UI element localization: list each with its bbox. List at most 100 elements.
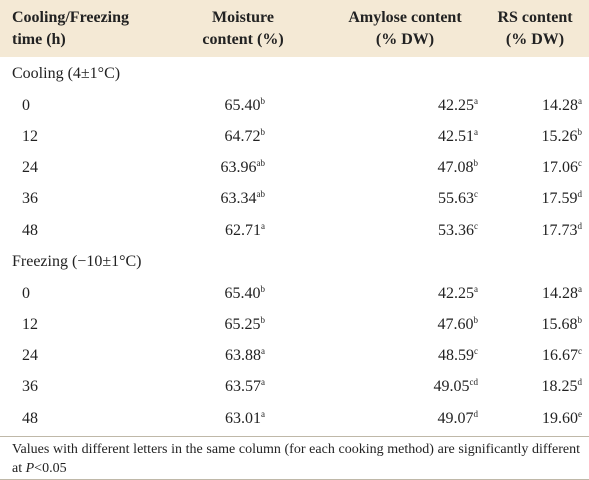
value: 19.60 — [542, 409, 578, 427]
value: 55.63 — [438, 190, 474, 208]
value-cell: 42.25a — [438, 284, 478, 303]
footnote-end: <0.05 — [34, 461, 67, 476]
value-cell: 63.01a — [225, 409, 265, 428]
value-cell: 48.59c — [438, 346, 478, 365]
time-cell: 12 — [22, 127, 38, 145]
significance-letter: a — [474, 95, 478, 106]
significance-letter: a — [578, 283, 582, 294]
significance-letter: b — [260, 283, 266, 294]
time-cell: 0 — [22, 96, 30, 114]
value: 65.25 — [224, 315, 261, 333]
footnote-text: Values with different letters in the sam… — [12, 442, 580, 476]
significance-letter: a — [261, 408, 265, 419]
significance-letter: ab — [256, 189, 266, 200]
value: 63.34 — [220, 190, 257, 208]
value-cell: 63.57a — [225, 377, 265, 396]
header-cell: Amylose content — [348, 9, 462, 26]
value-cell: 19.60e — [542, 409, 582, 428]
header-cell: (% DW) — [505, 31, 565, 48]
value-cell: 49.07d — [438, 409, 479, 428]
header-cell: content (%) — [202, 31, 284, 48]
value-cell: 17.59d — [542, 189, 583, 208]
value-cell: 47.08b — [438, 158, 479, 177]
section-title: Cooling (4±1°C) — [12, 65, 121, 82]
value: 63.01 — [225, 409, 261, 427]
value: 49.07 — [437, 409, 474, 427]
time-cell: 12 — [22, 315, 38, 333]
value: 17.59 — [541, 190, 578, 208]
value: 47.60 — [437, 315, 474, 333]
significance-letter: b — [473, 314, 479, 325]
value: 62.71 — [225, 221, 261, 239]
significance-letter: b — [577, 314, 583, 325]
time-cell: 0 — [22, 284, 30, 302]
value: 63.57 — [225, 378, 261, 396]
header-cell: Moisture — [212, 9, 274, 26]
value-cell: 18.25d — [542, 377, 583, 396]
value: 53.36 — [438, 221, 474, 239]
significance-letter: a — [261, 220, 265, 231]
significance-letter: d — [577, 220, 583, 231]
value-cell: 63.34ab — [221, 189, 266, 208]
time-cell: 36 — [22, 378, 38, 396]
time-cell: 24 — [22, 347, 38, 365]
value-cell: 16.67c — [542, 346, 582, 365]
value: 14.28 — [542, 284, 578, 302]
time-cell: 48 — [22, 409, 38, 427]
value: 64.72 — [224, 127, 261, 145]
header-band — [0, 0, 589, 57]
significance-letter: b — [577, 126, 583, 137]
significance-letter: d — [473, 408, 479, 419]
value: 15.26 — [541, 127, 578, 145]
value: 63.96 — [220, 159, 257, 177]
value-cell: 15.68b — [542, 315, 583, 334]
time-cell: 24 — [22, 159, 38, 177]
significance-letter: ab — [256, 158, 266, 169]
value-cell: 62.71a — [225, 221, 265, 240]
value-cell: 65.40b — [225, 96, 266, 115]
value-cell: 49.05cd — [434, 377, 479, 396]
value-cell: 53.36c — [438, 221, 478, 240]
significance-letter: a — [261, 346, 265, 357]
footnote-italic: P — [25, 461, 35, 476]
value-cell: 42.25a — [438, 96, 478, 115]
rule — [0, 436, 589, 437]
significance-letter: d — [577, 377, 583, 388]
header-cell: Cooling/Freezing — [12, 9, 130, 26]
value-cell: 47.60b — [438, 315, 479, 334]
time-cell: 48 — [22, 221, 38, 239]
significance-letter: cd — [469, 377, 479, 388]
value: 63.88 — [225, 347, 261, 365]
header-cell: (% DW) — [375, 31, 435, 48]
value: 49.05 — [433, 378, 470, 396]
header-cell: time (h) — [12, 31, 66, 48]
value-cell: 42.51a — [438, 127, 478, 146]
value: 42.25 — [438, 284, 474, 302]
value-cell: 63.88a — [225, 346, 265, 365]
header-cell: RS content — [497, 9, 573, 26]
value: 65.40 — [224, 284, 261, 302]
value-cell: 17.73d — [542, 221, 583, 240]
time-cell: 36 — [22, 190, 38, 208]
footnote: Values with different letters in the sam… — [12, 440, 580, 478]
significance-letter: d — [577, 189, 583, 200]
value-cell: 14.28a — [542, 284, 582, 303]
significance-letter: b — [260, 314, 266, 325]
significance-letter: a — [261, 377, 265, 388]
value-cell: 65.40b — [225, 284, 266, 303]
value: 14.28 — [542, 96, 578, 114]
value-cell: 55.63c — [438, 189, 478, 208]
significance-letter: c — [578, 346, 582, 357]
value-cell: 64.72b — [225, 127, 266, 146]
value: 17.73 — [541, 221, 578, 239]
significance-letter: c — [474, 346, 478, 357]
value: 42.51 — [438, 127, 474, 145]
value-cell: 65.25b — [225, 315, 266, 334]
value: 17.06 — [542, 159, 578, 177]
significance-letter: b — [260, 126, 266, 137]
significance-letter: b — [473, 158, 479, 169]
value: 18.25 — [541, 378, 578, 396]
value: 48.59 — [438, 347, 474, 365]
significance-letter: c — [474, 189, 478, 200]
significance-letter: a — [474, 126, 478, 137]
